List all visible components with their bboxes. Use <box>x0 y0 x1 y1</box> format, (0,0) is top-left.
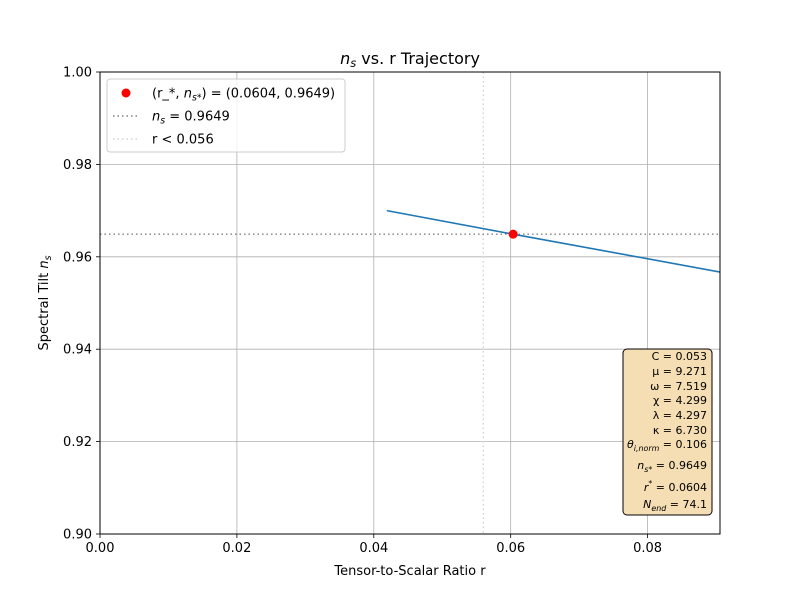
series-layer <box>386 209 720 273</box>
y-axis-label: Spectral Tilt ns​ <box>37 255 54 350</box>
x-tick-label: 0.08 <box>633 541 662 556</box>
params-box-frame <box>622 348 713 516</box>
x-tick-label: 0.06 <box>496 541 525 556</box>
param-line: r*​ = 0.0604 <box>644 479 707 494</box>
x-axis-label: Tensor-to-Scalar Ratio r <box>333 564 486 579</box>
ticks: 0.00 0.02 0.04 0.06 0.08 0.90 0.92 0.94 0.96 0.98… <box>63 66 662 557</box>
param-line: θi,norm​ = 0.106 <box>627 438 707 453</box>
param-line: C = 0.053 <box>652 350 707 363</box>
legend-label: ns​ = 0.9649 <box>152 110 230 127</box>
star-point-marker <box>508 229 518 239</box>
legend-label: (r_*, ns*​) = (0.0604, 0.9649) <box>152 87 335 104</box>
legend-box <box>106 78 346 153</box>
param-line: κ = 6.730 <box>653 424 707 437</box>
x-tick-label: 0.00 <box>86 541 115 556</box>
param-line: ω = 7.519 <box>650 380 707 393</box>
y-tick-label: 0.98 <box>63 158 92 173</box>
y-tick-label: 0.94 <box>63 343 92 358</box>
plot-frame <box>99 71 721 535</box>
chart-title: ns​ vs. r Trajectory <box>340 49 480 70</box>
param-line: Nend​ = 74.1 <box>643 498 707 513</box>
y-tick-label: 0.92 <box>63 435 92 450</box>
legend-label: r < 0.056 <box>152 133 214 148</box>
reference-lines <box>100 72 720 534</box>
legend-marker <box>121 88 131 98</box>
y-tick-label: 0.96 <box>63 250 92 265</box>
x-tick-label: 0.04 <box>359 541 388 556</box>
param-line: λ = 4.297 <box>653 409 707 422</box>
y-tick-label: 0.90 <box>63 528 92 543</box>
param-line: μ = 9.271 <box>652 365 707 378</box>
y-tick-label: 1.00 <box>63 66 92 81</box>
param-line: ns*​ = 0.9649 <box>637 459 707 474</box>
legend: (r_*, ns*​) = (0.0604, 0.9649) ns​ = 0.96… <box>106 78 346 153</box>
x-tick-label: 0.02 <box>222 541 251 556</box>
param-line: χ = 4.299 <box>653 394 707 407</box>
